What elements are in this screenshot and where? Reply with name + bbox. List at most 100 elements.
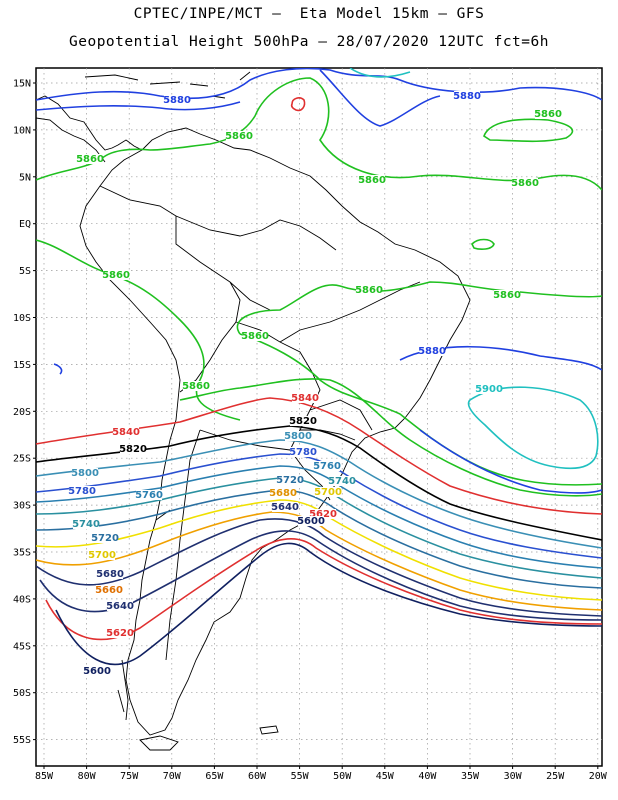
contour-5860-upper [36, 77, 602, 191]
contour-label: 5860 [241, 331, 269, 342]
contour-label: 5860 [225, 131, 253, 142]
contour-label: 5840 [112, 427, 140, 438]
latitude-label: 10S [13, 313, 31, 324]
contour-label: 5680 [269, 488, 297, 499]
contour-label-background [290, 447, 316, 457]
south-america-coastline [79, 127, 471, 736]
longitude-label: 60W [248, 771, 267, 782]
latitude-label: 50S [13, 688, 31, 699]
contour-label: 5860 [102, 270, 130, 281]
contour-label-background [315, 487, 341, 497]
contour-5740 [36, 477, 602, 579]
contour-label-background [535, 109, 561, 119]
contour-label: 5860 [493, 290, 521, 301]
contour-label: 5880 [418, 346, 446, 357]
tierra-del-fuego-outline [139, 735, 179, 751]
latitude-label: EQ [19, 219, 31, 230]
contour-label: 5600 [297, 516, 325, 527]
contour-label-background [419, 346, 445, 356]
latitude-label: 15S [13, 360, 31, 371]
contour-label-background [77, 154, 103, 164]
contour-label-background [512, 178, 538, 188]
contour-label-background [107, 628, 133, 638]
latitude-label: 15N [13, 79, 31, 90]
contour-label: 5740 [328, 476, 356, 487]
contour-label-background [310, 509, 336, 519]
contour-label-background [290, 416, 316, 426]
central-america-outline [36, 95, 143, 151]
contour-label: 5820 [289, 416, 317, 427]
latitude-label: 35S [13, 548, 31, 559]
contour-label: 5680 [96, 569, 124, 580]
caribbean-islands-outline [84, 71, 251, 99]
contour-label-background [356, 285, 382, 295]
contour-5880-southeast [419, 429, 602, 494]
contour-label-background [329, 476, 355, 486]
longitude-label: 35W [461, 771, 480, 782]
longitude-label: 25W [546, 771, 565, 782]
contour-label-background [97, 569, 123, 579]
contour-5860-small [483, 118, 574, 143]
contour-label-background [113, 427, 139, 437]
contour-label: 5760 [135, 490, 163, 501]
contour-label: 5860 [76, 154, 104, 165]
contour-label-background [72, 468, 98, 478]
contour-label: 5800 [71, 468, 99, 479]
contour-label-background [84, 666, 110, 676]
contour-5860-ring [471, 238, 495, 250]
contour-label-background [494, 290, 520, 300]
contour-label-background [107, 601, 133, 611]
contour-label: 5860 [534, 109, 562, 120]
longitude-label: 80W [78, 771, 97, 782]
contour-label: 5900 [475, 384, 503, 395]
contour-label-background [359, 175, 385, 185]
contour-label-background [103, 270, 129, 280]
contour-5880-caribbean [36, 101, 241, 111]
contour-label-background [454, 91, 480, 101]
contour-label: 5700 [88, 550, 116, 561]
latitude-label: 20S [13, 407, 31, 418]
contour-label-background [476, 384, 502, 394]
latitude-label: 25S [13, 454, 31, 465]
latitude-label: 55S [13, 735, 31, 746]
longitude-label: 45W [376, 771, 395, 782]
contour-label-background [183, 381, 209, 391]
longitude-label: 50W [333, 771, 352, 782]
longitude-label: 20W [589, 771, 608, 782]
latitude-label: 45S [13, 641, 31, 652]
contour-5860-equator [36, 239, 241, 421]
chart-title-line1: CPTEC/INPE/MCT – Eta Model 15km – GFS [133, 6, 485, 22]
contour-label-background [272, 502, 298, 512]
contour-label: 5860 [355, 285, 383, 296]
contour-label: 5700 [314, 487, 342, 498]
contour-label-background [270, 488, 296, 498]
contour-label-background [298, 516, 324, 526]
contour-label: 5640 [271, 502, 299, 513]
contour-label-background [292, 393, 318, 403]
contour-5880-loop [319, 69, 441, 127]
longitude-label: 75W [120, 771, 139, 782]
contour-label-background [89, 550, 115, 560]
latitude-label: 40S [13, 594, 31, 605]
contour-5900-ring [467, 386, 599, 470]
contour-5880-west-lobe [53, 363, 63, 375]
longitude-labels: 85W 80W 75W 70W 65W 60W 55W 50W 45W 40W 35W 30W 25W 2… [35, 766, 608, 782]
contour-label: 5800 [284, 431, 312, 442]
contour-label: 5640 [106, 601, 134, 612]
longitude-label: 40W [418, 771, 437, 782]
chart-title-line2: Geopotential Height 500hPa – 28/07/2020 … [69, 34, 549, 50]
contour-5720 [36, 489, 602, 589]
contour-label: 5660 [95, 585, 123, 596]
coastline-layer [36, 71, 471, 751]
contour-5860-lower [236, 281, 602, 335]
contour-label: 5880 [453, 91, 481, 102]
contour-label-background [226, 131, 252, 141]
contour-5840 [36, 397, 602, 515]
contour-label-background [285, 431, 311, 441]
longitude-label: 55W [291, 771, 310, 782]
contour-5900-north [349, 68, 411, 78]
contour-5880-north [36, 68, 602, 101]
contour-label: 5620 [309, 509, 337, 520]
contour-label-background [96, 585, 122, 595]
